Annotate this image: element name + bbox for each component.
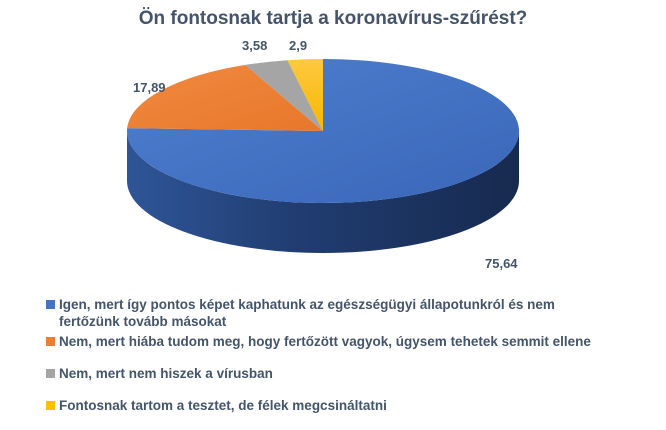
data-label-gray: 3,58 [242, 38, 268, 53]
pie-chart [126, 59, 519, 253]
legend-swatch-yellow [46, 401, 55, 410]
data-label-blue: 75,64 [485, 256, 518, 271]
legend-item-nem-hiaba: Nem, mert hiába tudom meg, hogy fertőzöt… [46, 333, 646, 350]
legend-swatch-orange [46, 337, 55, 346]
pie-slice-2 [245, 60, 323, 131]
pie-slice-1 [127, 64, 323, 131]
legend-label: Nem, mert nem hiszek a vírusban [59, 366, 273, 381]
legend-label: Nem, mert hiába tudom meg, hogy fertőzöt… [59, 334, 591, 349]
data-label-yellow: 2,9 [289, 38, 308, 53]
chart-legend: Igen, mert így pontos képet kaphatunk az… [46, 296, 646, 414]
pie-side-blue [127, 131, 519, 253]
data-label-orange: 17,89 [133, 80, 166, 95]
legend-label: Igen, mert így pontos képet kaphatunk az… [59, 297, 555, 329]
legend-item-nem-hiszek: Nem, mert nem hiszek a vírusban [46, 365, 646, 382]
legend-item-felek: Fontosnak tartom a tesztet, de félek meg… [46, 397, 646, 414]
legend-item-igen: Igen, mert így pontos képet kaphatunk az… [46, 296, 579, 330]
chart-title: Ön fontosnak tartja a koronavírus-szűrés… [138, 8, 528, 29]
pie-slice-3 [287, 59, 323, 131]
legend-swatch-blue [46, 300, 55, 309]
legend-label: Fontosnak tartom a tesztet, de félek meg… [59, 398, 387, 413]
legend-swatch-gray [46, 369, 55, 378]
